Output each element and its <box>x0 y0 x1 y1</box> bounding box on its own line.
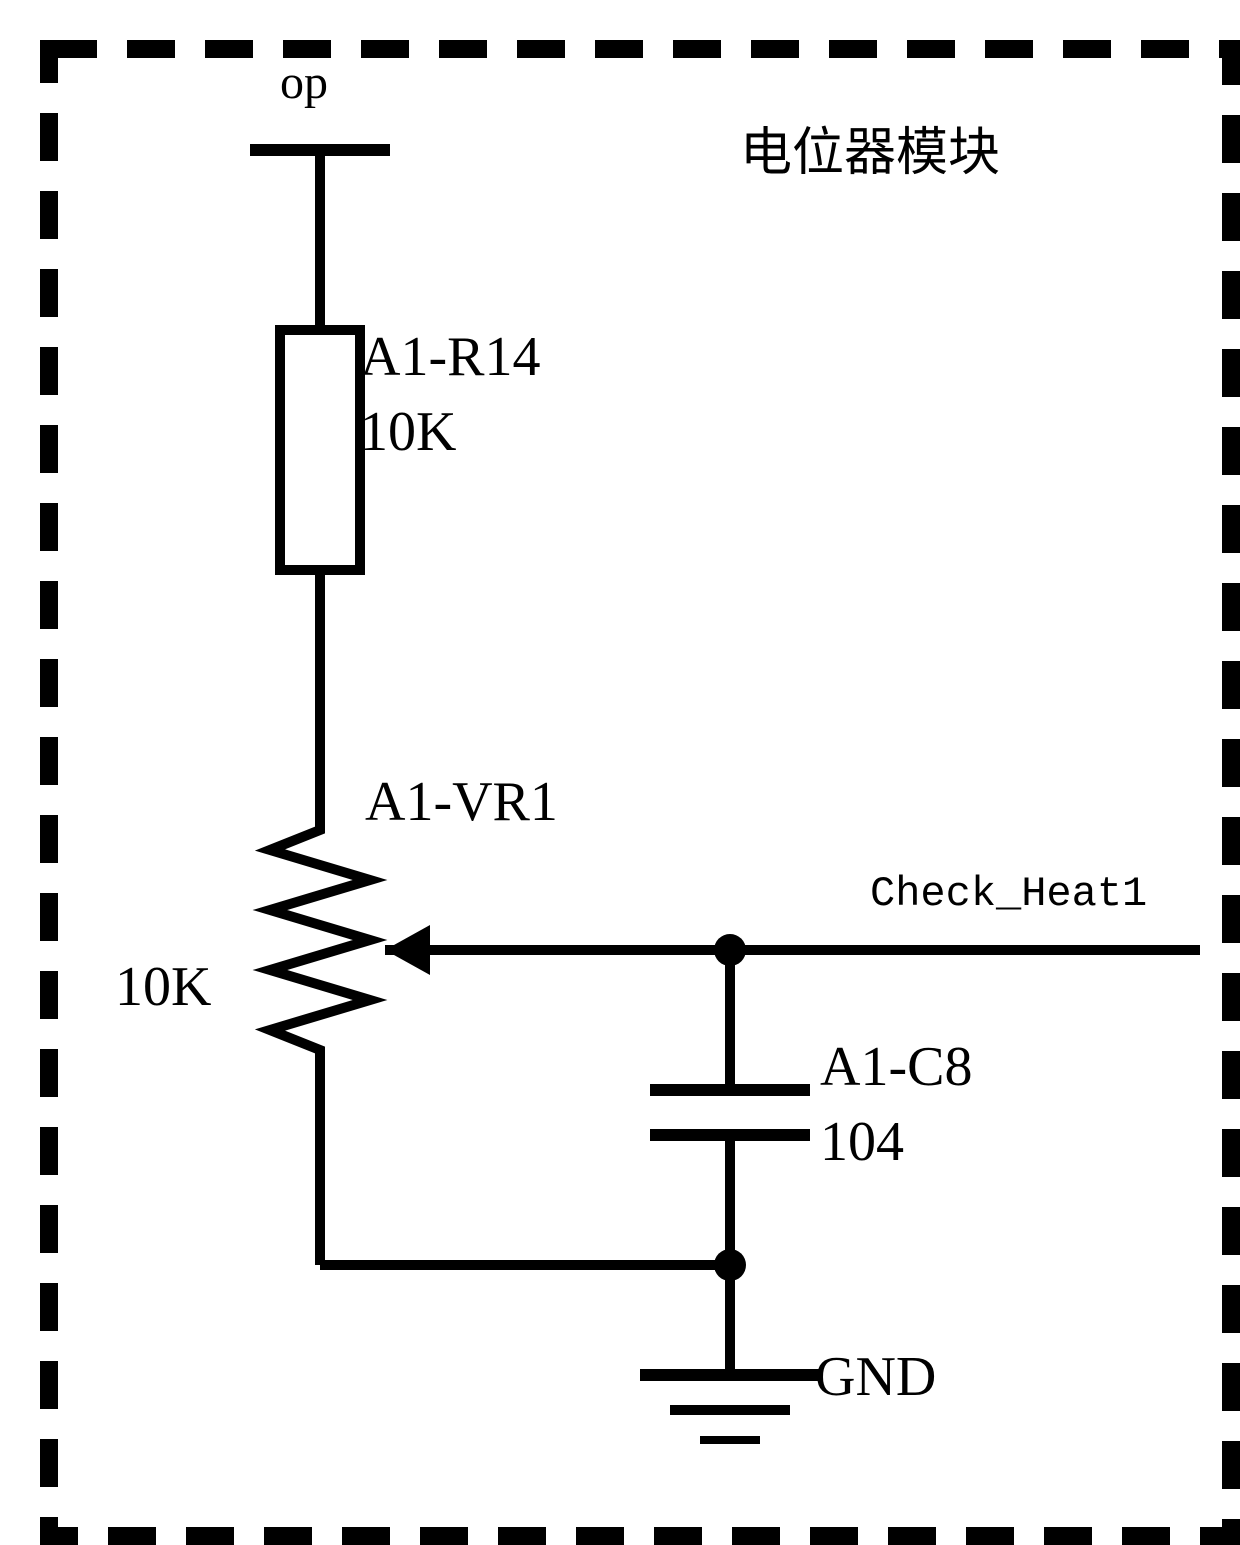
pot-wiper-arrow <box>385 925 430 975</box>
schematic-canvas <box>40 40 1240 1545</box>
c8-ref: A1-C8 <box>820 1035 972 1099</box>
schematic-border <box>20 20 1220 1525</box>
hidden <box>245 800 320 830</box>
resistor-r14-body <box>280 330 360 570</box>
r14-value: 10K <box>360 400 456 464</box>
vr1-ref: A1-VR1 <box>365 770 558 834</box>
potentiometer-vr1-body <box>270 800 370 1080</box>
module-title: 电位器模块 <box>740 110 1000 185</box>
net-check-heat1-label: Check_Heat1 <box>870 870 1147 918</box>
border-rect <box>49 49 1231 1536</box>
vr1-value: 10K <box>115 955 211 1019</box>
power-label: op <box>280 55 328 110</box>
c8-value: 104 <box>820 1110 904 1174</box>
r14-ref: A1-R14 <box>360 325 540 389</box>
gnd-label: GND <box>815 1345 936 1409</box>
